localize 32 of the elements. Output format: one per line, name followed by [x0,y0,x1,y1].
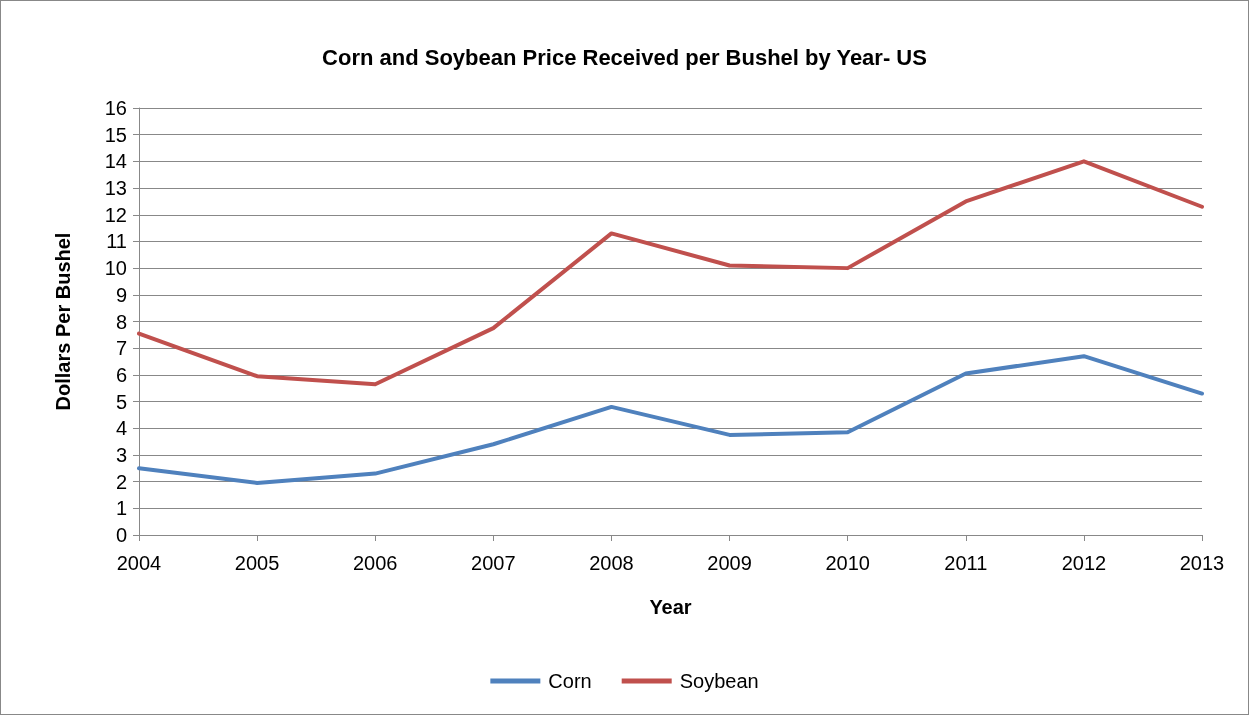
y-tick-label: 6 [115,363,127,386]
y-tick-label: 15 [104,123,127,146]
y-tick-label: 9 [115,283,127,306]
x-tick-label: 2012 [1061,552,1107,574]
y-tick-label: 13 [104,177,127,200]
x-axis-title: Year [649,596,692,618]
y-tick-label: 14 [104,150,127,173]
chart-title: Corn and Soybean Price Received per Bushel by Year- US [322,44,927,70]
y-tick-label: 5 [115,390,127,413]
x-tick-label: 2008 [589,552,634,574]
y-tick-label: 10 [104,257,127,280]
legend-label: Corn [548,670,592,692]
y-tick-label: 1 [115,497,127,520]
y-tick-label: 11 [106,230,127,253]
y-tick-label: 16 [104,97,127,119]
y-tick-label: 3 [115,443,127,466]
legend-label: Soybean [679,670,759,692]
x-tick-label: 2013 [1179,552,1225,574]
x-tick-label: 2009 [707,552,752,574]
y-tick-label: 12 [104,203,127,226]
y-axis-title: Dollars Per Bushel [52,232,74,411]
x-tick-label: 2007 [471,552,516,574]
y-tick-label: 8 [115,310,127,333]
y-tick-label: 2 [115,470,127,493]
x-tick-label: 2010 [825,552,870,574]
x-tick-label: 2005 [234,552,280,574]
x-tick-label: 2011 [944,552,988,574]
y-tick-label: 4 [115,417,127,440]
y-tick-label: 7 [115,337,127,360]
y-tick-label: 0 [115,524,127,546]
x-tick-label: 2006 [352,552,398,574]
x-tick-label: 2004 [116,552,162,574]
